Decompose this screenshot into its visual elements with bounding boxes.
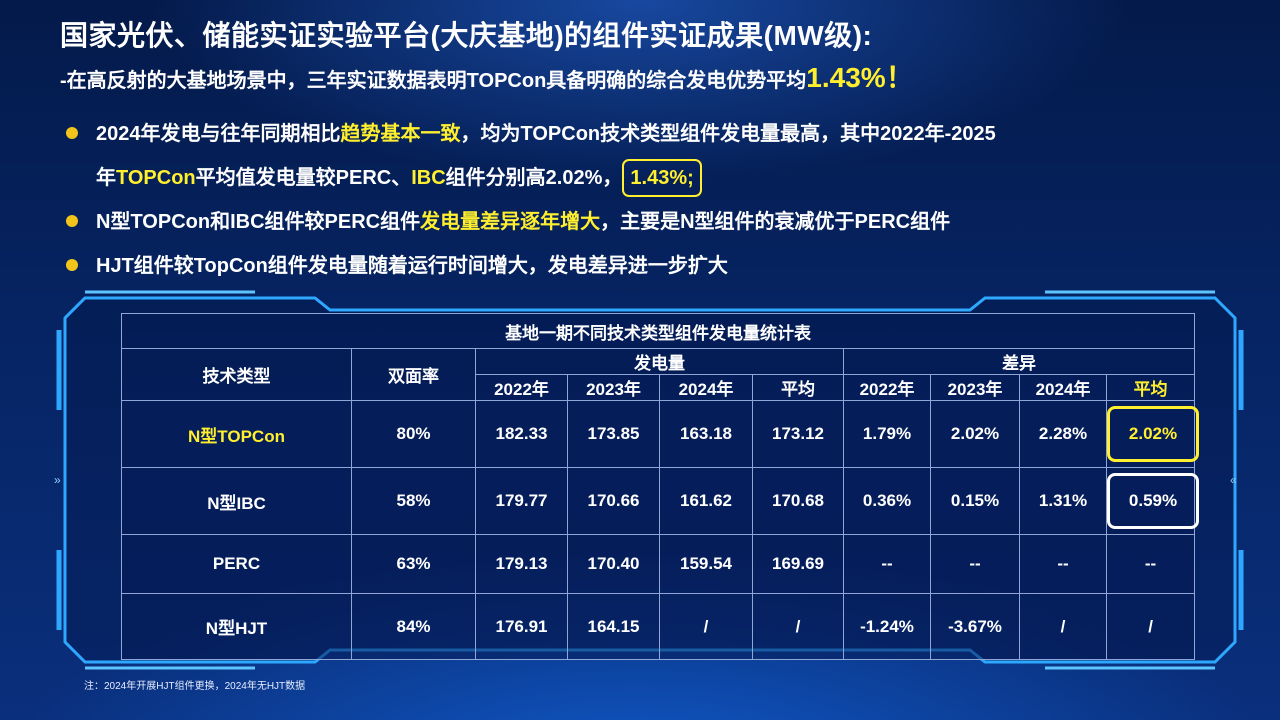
slide-subtitle: -在高反射的大基地场景中，三年实证数据表明TOPCon具备明确的综合发电优势平均… xyxy=(60,56,914,96)
highlight-box: 2.02% xyxy=(1107,406,1199,462)
cell-gen: 173.12 xyxy=(752,400,844,468)
cell-diff: / xyxy=(1019,593,1107,660)
header-generation: 发电量 xyxy=(475,348,844,375)
cell-type: N型HJT xyxy=(121,593,352,660)
bullet-item: N型TOPCon和IBC组件较PERC组件发电量差异逐年增大，主要是N型组件的衰… xyxy=(64,200,1224,244)
cell-diff: 1.31% xyxy=(1019,467,1107,535)
cell-diff-avg: 0.59% xyxy=(1105,467,1199,535)
header-difference: 差异 xyxy=(842,348,1196,375)
bullet-highlight: 发电量差异逐年增大 xyxy=(420,211,601,233)
bullet-dot-icon xyxy=(66,259,78,271)
header-year: 2024年 xyxy=(1019,374,1107,401)
subtitle-text: -在高反射的大基地场景中，三年实证数据表明TOPCon具备明确的综合发电优势平均 xyxy=(60,70,807,92)
cell-diff: 0.36% xyxy=(843,467,931,535)
cell-diff-avg: 2.02% xyxy=(1105,400,1199,468)
generation-table: 基地一期不同技术类型组件发电量统计表 技术类型 双面率 发电量 差异 2022年… xyxy=(120,313,1199,660)
header-year: 2022年 xyxy=(475,374,568,401)
cell-gen: 176.91 xyxy=(475,593,568,660)
cell-bifacial: 63% xyxy=(351,534,476,594)
header-bifacial: 双面率 xyxy=(351,348,476,401)
table-row: PERC 63% 179.13 170.40 159.54 169.69 -- … xyxy=(121,534,1196,594)
cell-gen: 179.77 xyxy=(475,467,568,535)
header-year: 2023年 xyxy=(567,374,660,401)
bullet-text: 2024年发电与往年同期相比 xyxy=(96,123,341,145)
cell-gen: 179.13 xyxy=(475,534,568,594)
bullet-text: ，主要是N型组件的衰减优于PERC组件 xyxy=(600,211,951,233)
cell-gen: 164.15 xyxy=(567,593,660,660)
cell-diff: -- xyxy=(930,534,1020,594)
bullet-item: 2024年发电与往年同期相比趋势基本一致，均为TOPCon技术类型组件发电量最高… xyxy=(64,112,1224,200)
left-arrow-icon: » xyxy=(54,473,61,487)
cell-bifacial: 58% xyxy=(351,467,476,535)
cell-gen: / xyxy=(659,593,753,660)
bullet-list: 2024年发电与往年同期相比趋势基本一致，均为TOPCon技术类型组件发电量最高… xyxy=(64,112,1224,288)
header-type: 技术类型 xyxy=(121,348,352,401)
cell-diff-avg: / xyxy=(1105,593,1196,660)
bullet-text: 年 xyxy=(96,167,116,189)
footnote: 注：2024年开展HJT组件更换，2024年无HJT数据 xyxy=(84,681,306,692)
bullet-dot-icon xyxy=(66,215,78,227)
cell-diff-avg: -- xyxy=(1105,534,1196,594)
cell-diff: -1.24% xyxy=(843,593,931,660)
bullet-text: HJT组件较TopCon组件发电量随着运行时间增大，发电差异进一步扩大 xyxy=(96,255,728,277)
cell-gen: 170.66 xyxy=(567,467,660,535)
right-arrow-icon: « xyxy=(1230,473,1237,487)
cell-gen: 170.40 xyxy=(567,534,660,594)
bullet-text: 平均值发电量较PERC、 xyxy=(195,167,412,189)
cell-diff: 0.15% xyxy=(930,467,1020,535)
bullet-highlight: 趋势基本一致 xyxy=(340,123,461,145)
cell-gen: 173.85 xyxy=(567,400,660,468)
cell-gen: 170.68 xyxy=(752,467,844,535)
cell-bifacial: 80% xyxy=(351,400,476,468)
header-year: 2024年 xyxy=(659,374,753,401)
slide-title: 国家光伏、储能实证实验平台(大庆基地)的组件实证成果(MW级): xyxy=(60,20,873,51)
boxed-highlight: 1.43%; xyxy=(622,159,702,197)
cell-type: N型TOPCon xyxy=(121,400,352,468)
table-caption: 基地一期不同技术类型组件发电量统计表 xyxy=(120,313,1196,349)
table-row: N型IBC 58% 179.77 170.66 161.62 170.68 0.… xyxy=(121,467,1199,535)
cell-type: PERC xyxy=(121,534,352,594)
cell-type: N型IBC xyxy=(121,467,352,535)
bullet-highlight: TOPCon xyxy=(116,167,196,189)
bullet-item: HJT组件较TopCon组件发电量随着运行时间增大，发电差异进一步扩大 xyxy=(64,244,1224,288)
cell-diff: -- xyxy=(843,534,931,594)
header-year: 平均 xyxy=(752,374,844,401)
highlight-box: 0.59% xyxy=(1107,473,1199,529)
cell-diff: -- xyxy=(1019,534,1107,594)
cell-diff: -3.67% xyxy=(930,593,1020,660)
table-row: N型TOPCon 80% 182.33 173.85 163.18 173.12… xyxy=(121,400,1199,468)
cell-diff: 2.28% xyxy=(1019,400,1107,468)
cell-gen: 161.62 xyxy=(659,467,753,535)
cell-diff: 1.79% xyxy=(843,400,931,468)
header-year: 2023年 xyxy=(930,374,1020,401)
cell-gen: 159.54 xyxy=(659,534,753,594)
bullet-text: ，均为TOPCon技术类型组件发电量最高，其中2022年-2025 xyxy=(460,123,996,145)
cell-gen: 169.69 xyxy=(752,534,844,594)
bullet-dot-icon xyxy=(66,127,78,139)
bullet-text: 组件分别高2.02%， xyxy=(445,167,623,189)
table-row: N型HJT 84% 176.91 164.15 / / -1.24% -3.67… xyxy=(121,593,1196,660)
bullet-text: N型TOPCon和IBC组件较PERC组件 xyxy=(96,211,421,233)
cell-bifacial: 84% xyxy=(351,593,476,660)
subtitle-highlight: 1.43%！ xyxy=(806,62,914,93)
bullet-highlight: IBC xyxy=(411,167,446,189)
cell-gen: 182.33 xyxy=(475,400,568,468)
header-year: 平均 xyxy=(1105,374,1196,401)
cell-gen: 163.18 xyxy=(659,400,753,468)
cell-diff: 2.02% xyxy=(930,400,1020,468)
cell-gen: / xyxy=(752,593,844,660)
header-year: 2022年 xyxy=(843,374,931,401)
